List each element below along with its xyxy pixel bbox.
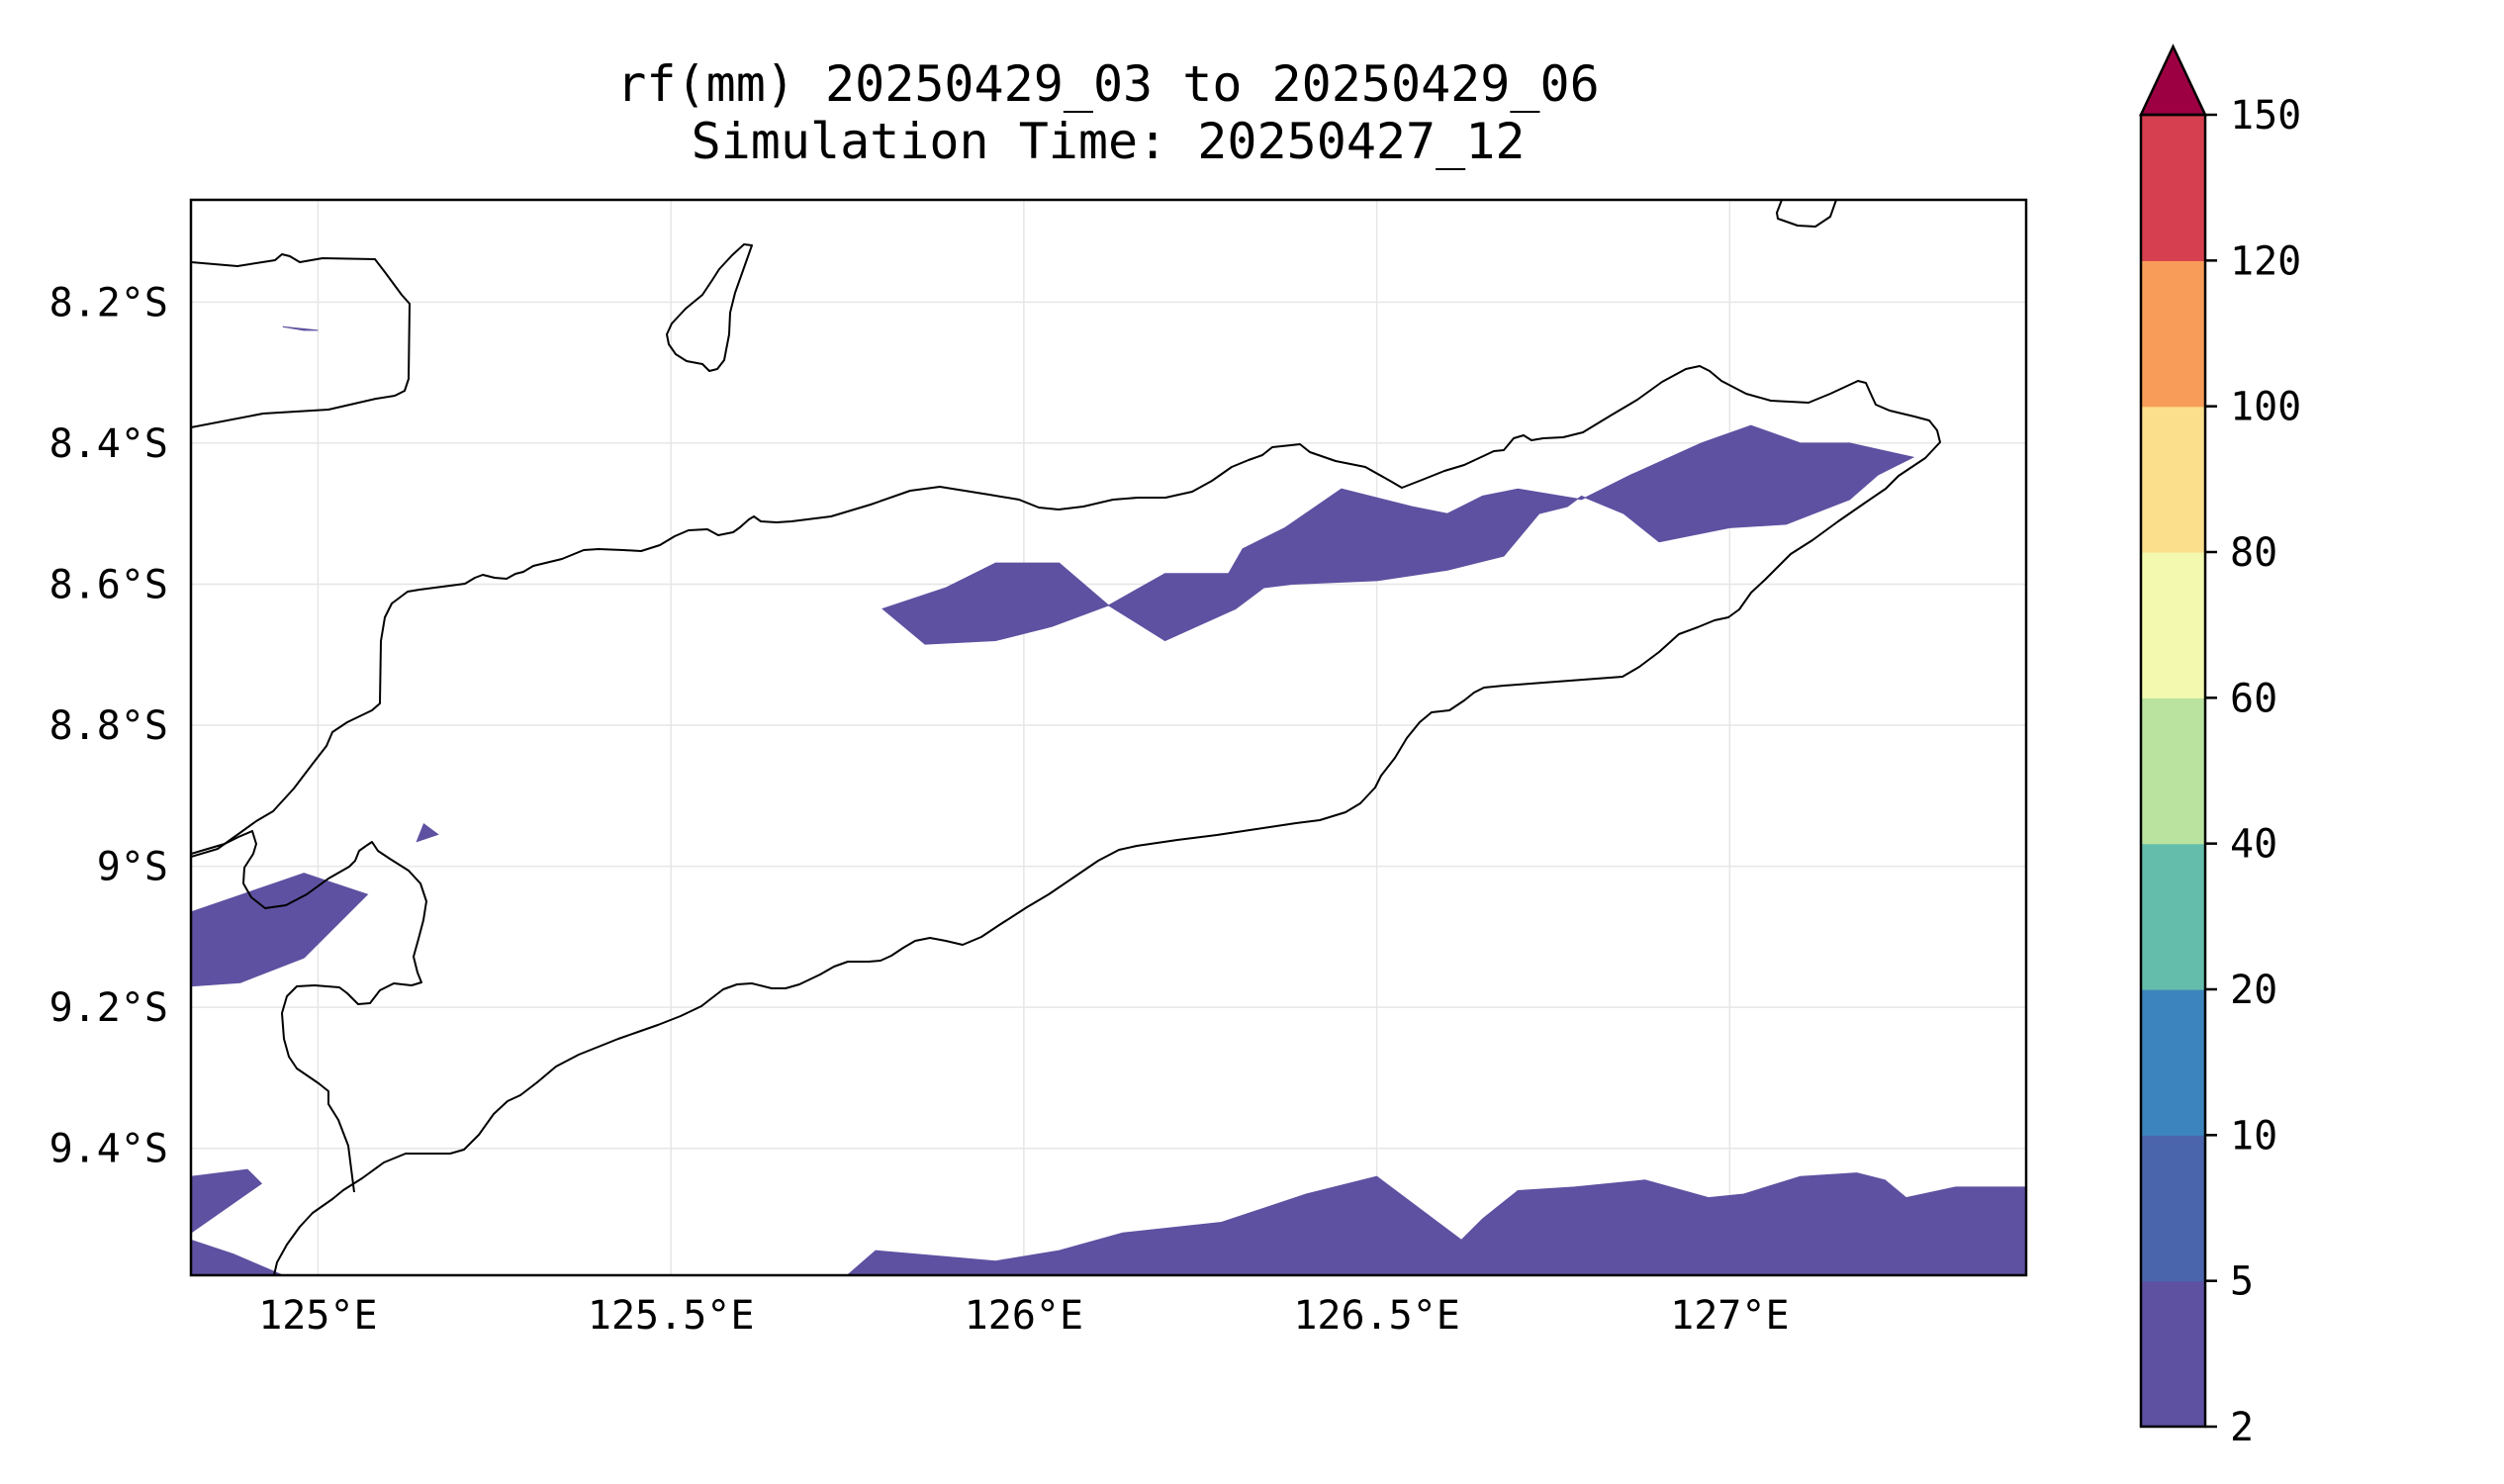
colorbar-segment: [2141, 1135, 2205, 1282]
y-tick-label: 8.4°S: [49, 421, 168, 467]
colorbar-tick-label: 150: [2230, 93, 2301, 139]
y-tick-label: 8.6°S: [49, 562, 168, 607]
coastline-southwest-lake: [281, 841, 427, 1193]
longitude-axis: 125°E 125.5°E 126°E 126.5°E 127°E: [258, 1293, 1789, 1339]
colorbar-segment: [2141, 552, 2205, 698]
coastline-southwest-bay: [191, 830, 367, 909]
coastline: [191, 200, 1941, 1275]
y-tick-label: 9°S: [97, 845, 168, 890]
y-tick-label: 8.2°S: [49, 280, 168, 325]
colorbar-segment: [2141, 843, 2205, 990]
rain-area: [282, 325, 319, 331]
coastline-kambing-island: [666, 243, 753, 372]
colorbar-tick-label: 60: [2230, 676, 2277, 721]
colorbar-tick-label: 80: [2230, 530, 2277, 576]
x-tick-label: 127°E: [1670, 1293, 1789, 1339]
colorbar-ticks: 2 5 10 20 40 60 80 100 120 150: [2205, 93, 2301, 1450]
gridlines: [191, 200, 2026, 1275]
x-tick-label: 126.5°E: [1293, 1293, 1460, 1339]
colorbar-tick-label: 5: [2230, 1259, 2254, 1305]
colorbar-tick-label: 40: [2230, 822, 2277, 868]
rain-area: [191, 1239, 283, 1275]
colorbar-tick-label: 120: [2230, 238, 2301, 284]
rain-area: [191, 873, 369, 987]
colorbar-tick-label: 2: [2230, 1405, 2254, 1450]
x-tick-label: 125°E: [258, 1293, 377, 1339]
chart-title: rf(mm) 20250429_03 to 20250429_06: [616, 55, 1599, 113]
coastline-flores-east: [191, 253, 411, 428]
colorbar-segment: [2141, 989, 2205, 1136]
y-tick-label: 8.8°S: [49, 703, 168, 749]
coastline-ne-islet: [1776, 200, 1837, 228]
coastline-timor: [191, 365, 1941, 1275]
rain-area: [416, 823, 439, 843]
map-panel: 125°E 125.5°E 126°E 126.5°E 127°E 8.2°S 8.4°S…: [49, 198, 2028, 1339]
colorbar-segment: [2141, 1280, 2205, 1428]
rain-area: [846, 1172, 2026, 1275]
colorbar-segment: [2141, 697, 2205, 845]
colorbar-tick-label: 10: [2230, 1113, 2277, 1159]
x-tick-label: 126°E: [965, 1293, 1083, 1339]
colorbar-extend-arrow: [2139, 44, 2207, 117]
colorbar-segments: [2141, 115, 2205, 1428]
colorbar-segment: [2141, 260, 2205, 408]
colorbar-frame: [2139, 113, 2207, 1429]
rainfall-areas: [191, 325, 2026, 1275]
x-tick-label: 125.5°E: [588, 1293, 755, 1339]
colorbar-segment: [2141, 115, 2205, 261]
latitude-axis: 8.2°S 8.4°S 8.6°S 8.8°S 9°S 9.2°S 9.4°S: [49, 280, 168, 1171]
rain-area: [881, 424, 1915, 645]
colorbar-tick-label: 20: [2230, 968, 2277, 1013]
map-frame: [189, 198, 2028, 1277]
map-background: [191, 200, 2026, 1275]
colorbar-tick-label: 100: [2230, 385, 2301, 430]
colorbar: 2 5 10 20 40 60 80 100 120 150: [2139, 44, 2301, 1450]
y-tick-label: 9.4°S: [49, 1127, 168, 1172]
chart-subtitle: Simulation Time: 20250427_12: [692, 113, 1526, 170]
colorbar-segment: [2141, 406, 2205, 553]
y-tick-label: 9.2°S: [49, 985, 168, 1031]
rain-area: [191, 1168, 263, 1234]
